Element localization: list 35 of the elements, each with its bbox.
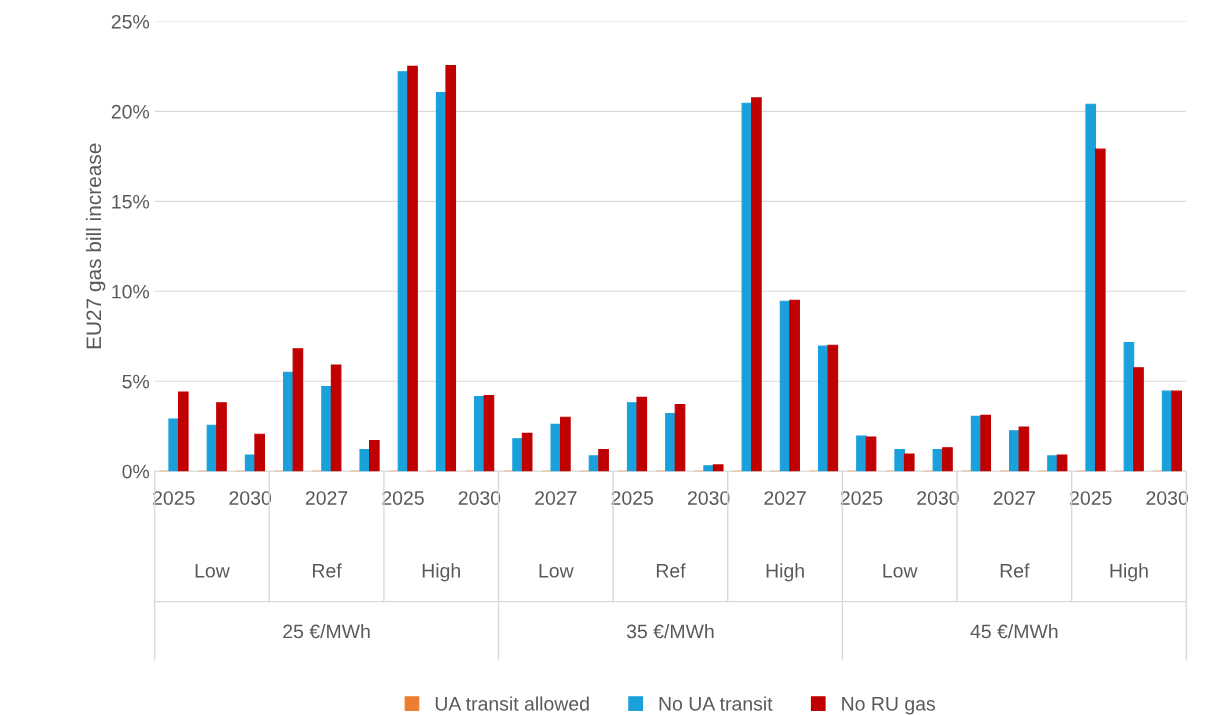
x-tick-label: 2030 (1146, 491, 1189, 505)
y-tick-label: 25% (111, 14, 150, 29)
x-tick-label: 2025 (840, 491, 883, 505)
text: High (766, 563, 804, 582)
x-tick-label: 2027 (993, 491, 1035, 505)
x-tick-label: 2025 (611, 491, 654, 505)
text: High (1110, 563, 1148, 582)
text: Ref (656, 563, 686, 578)
x-tick-label: 2030 (688, 491, 730, 505)
text: Low (195, 564, 230, 578)
x-tick-label: 2025 (382, 491, 424, 505)
text: High (422, 563, 460, 582)
x-tick-label: 2025 (153, 491, 195, 505)
x-tick-label: 2027 (305, 491, 348, 505)
x-tick-label: 2027 (535, 491, 577, 505)
legend-label: UA transit allowed (435, 696, 589, 711)
y-tick-label: 15% (112, 194, 150, 209)
x-tick-label: 2030 (229, 491, 272, 505)
text: Ref (1000, 563, 1030, 578)
y-tick-label: 10% (112, 284, 150, 299)
x-tick-label: 2027 (764, 491, 806, 505)
text: Ref (313, 563, 342, 578)
text: 45 €/MWh (970, 624, 1058, 639)
legend-label: No UA transit (659, 696, 773, 711)
y-tick-label: 5% (122, 374, 150, 389)
text: 25 €/MWh (283, 624, 370, 639)
y-tick-label: 0% (122, 464, 150, 479)
text: Low (539, 564, 574, 578)
legend-label: No RU gas (842, 697, 936, 715)
x-tick-label: 2025 (1070, 491, 1112, 505)
text: 35 €/MWh (626, 624, 714, 639)
text: Low (883, 564, 918, 578)
y-axis-title: EU27 gas bill increase (85, 143, 106, 349)
y-tick-label: 20% (111, 104, 150, 119)
x-tick-label: 2030 (917, 491, 959, 505)
